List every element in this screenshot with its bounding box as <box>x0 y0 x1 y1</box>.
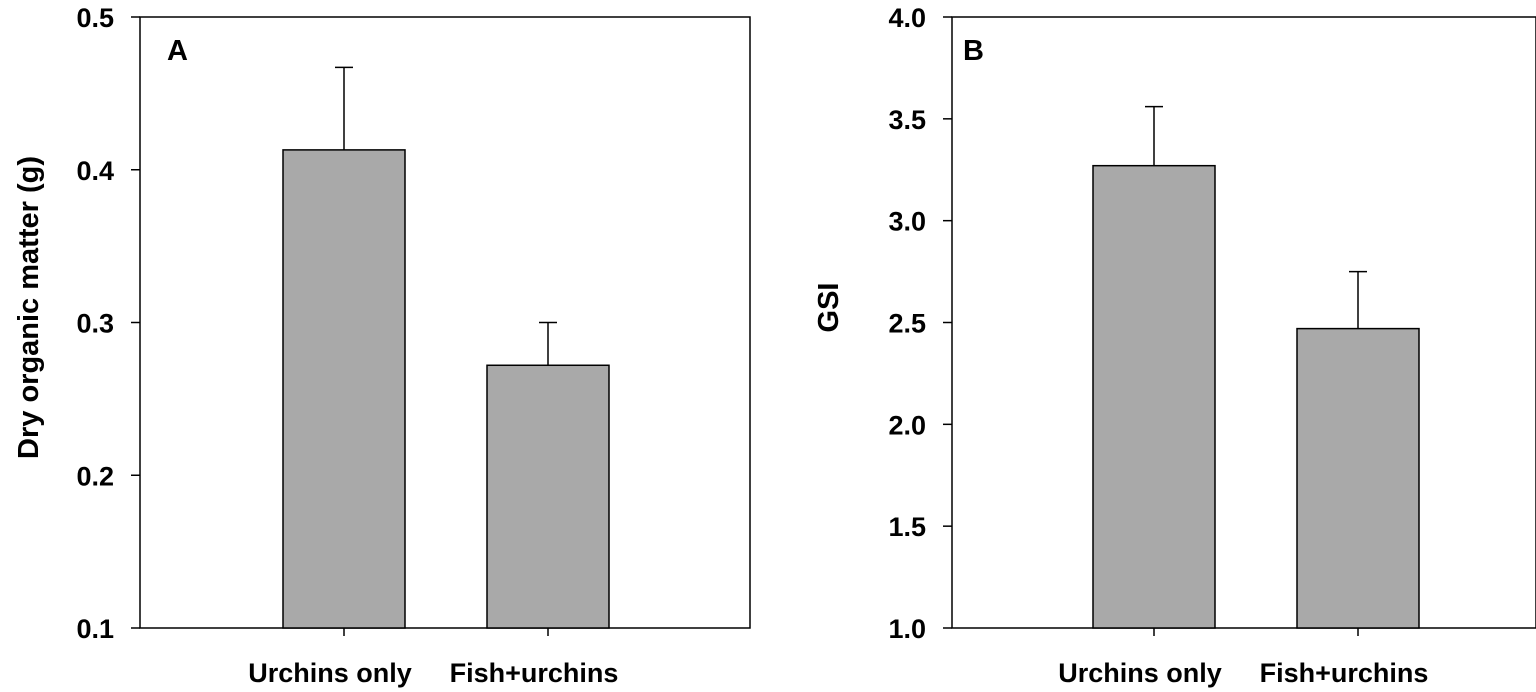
panel-a-y-tick-label: 0.4 <box>76 156 114 186</box>
panel-b-plot-frame <box>951 16 1536 629</box>
panel-a-y-tick-label: 0.2 <box>76 461 114 491</box>
panel-b-bar <box>1092 164 1216 629</box>
panel-a-bar <box>282 149 406 629</box>
panel-a-category-label: Fish+urchins <box>450 658 619 688</box>
panel-b-y-tick-label: 2.0 <box>888 410 926 440</box>
panel-b-y-tick-label: 4.0 <box>888 3 926 33</box>
panel-b-category-label: Fish+urchins <box>1260 658 1429 688</box>
panel-b-bar <box>1296 327 1420 629</box>
panel-a-y-axis-label: Dry organic matter (g) <box>13 156 45 459</box>
panel-b-category-label: Urchins only <box>1058 658 1222 688</box>
panel-a-y-tick-label: 0.1 <box>76 614 114 644</box>
panel-a-y-tick-label: 0.5 <box>76 3 114 33</box>
panel-a-chart: 0.1 0.2 0.3 0.4 0.5 Dry organic matter (g) A Ur… <box>13 3 751 688</box>
panel-a-category-label: Urchins only <box>248 658 412 688</box>
panel-a-plot-frame <box>139 16 751 629</box>
panel-b-y-tick-label: 3.0 <box>888 207 926 237</box>
panel-b-y-axis-label: GSI <box>813 283 845 333</box>
panel-a-bar <box>486 364 610 629</box>
panel-b-label: B <box>963 35 984 67</box>
panel-b-y-tick-label: 1.0 <box>888 614 926 644</box>
panel-b-y-tick-label: 3.5 <box>888 105 926 135</box>
panel-b-y-tick-label: 1.5 <box>888 512 926 542</box>
panel-b-y-tick-label: 2.5 <box>888 309 926 339</box>
panel-b-chart: 1.0 1.5 2.0 2.5 3.0 3.5 4.0 GSI B Urchins only Fis… <box>813 3 1536 688</box>
panel-a-y-tick-label: 0.3 <box>76 309 114 339</box>
panel-a-label: A <box>167 35 188 67</box>
